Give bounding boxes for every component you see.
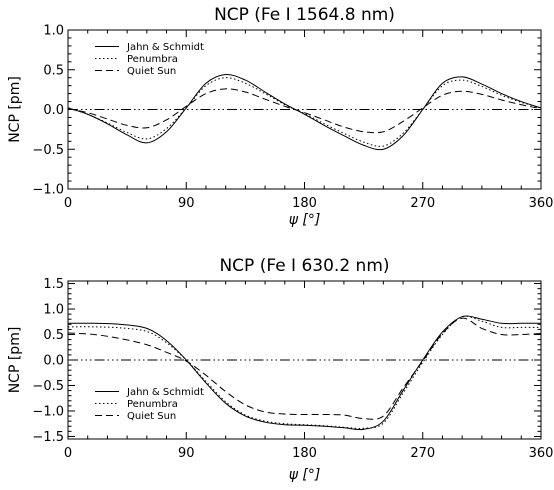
- chart-title: NCP (Fe I 1564.8 nm): [214, 5, 395, 25]
- y-tick-label: 0.0: [43, 103, 64, 118]
- series-line-quiet-sun: [67, 317, 542, 420]
- y-tick-label: −0.5: [32, 143, 64, 158]
- y-tick-label: −1.0: [32, 404, 64, 419]
- y-tick-label: −1.0: [32, 183, 64, 198]
- chart-title: NCP (Fe I 630.2 nm): [219, 256, 389, 276]
- x-tick-label: 180: [292, 446, 317, 461]
- x-tick-label: 0: [64, 446, 72, 461]
- x-axis-label: ψ [°]: [289, 467, 321, 483]
- chart-panel-2: NCP (Fe I 630.2 nm) 0 90 180 270 360 −1.5 −1.0 −…: [7, 256, 553, 483]
- y-axis-label: NCP [pm]: [7, 327, 23, 394]
- x-tick-label: 90: [178, 446, 195, 461]
- legend-label: Quiet Sun: [127, 66, 176, 77]
- chart-panel-1: NCP (Fe I 1564.8 nm) 0 90 180 270 360 −1.0 −0.5…: [7, 5, 553, 228]
- series-line-penumbra: [67, 315, 541, 429]
- y-tick-label: 1.0: [43, 24, 64, 39]
- series-line-quiet-sun: [67, 88, 542, 134]
- x-tick-label: 180: [292, 196, 317, 211]
- legend-label: Penumbra: [127, 399, 178, 410]
- x-tick-label: 360: [529, 446, 554, 461]
- series-line-jahn-schmidt: [67, 73, 542, 151]
- x-axis-label: ψ [°]: [289, 212, 321, 228]
- legend-label: Quiet Sun: [127, 411, 176, 422]
- y-tick-label: 0.0: [43, 354, 64, 369]
- legend-label: Jahn & Schmidt: [126, 42, 204, 53]
- x-tick-label: 360: [529, 196, 554, 211]
- y-tick-label: 1.0: [43, 303, 64, 318]
- legend-label: Penumbra: [127, 54, 178, 65]
- y-axis-label: NCP [pm]: [7, 76, 23, 143]
- series-line-penumbra: [67, 77, 542, 147]
- y-tick-label: −1.5: [32, 430, 64, 445]
- x-tick-label: 90: [178, 196, 195, 211]
- y-tick-label: 1.5: [43, 277, 64, 292]
- y-tick-label: −0.5: [32, 379, 64, 394]
- x-tick-label: 270: [410, 196, 435, 211]
- legend-label: Jahn & Schmidt: [126, 387, 204, 398]
- x-tick-label: 0: [64, 196, 72, 211]
- x-tick-label: 270: [410, 446, 435, 461]
- y-tick-label: 0.5: [43, 63, 64, 78]
- y-tick-label: 0.5: [43, 328, 64, 343]
